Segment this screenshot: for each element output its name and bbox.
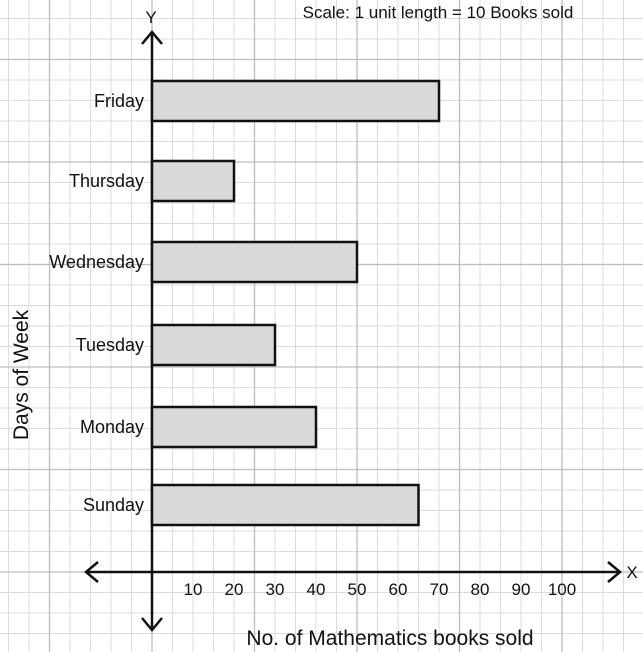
x-axis-arrow-left (84, 561, 99, 583)
y-axis-arrow-top (141, 30, 163, 45)
bar-thursday (150, 159, 236, 203)
bar-wednesday (150, 240, 359, 284)
x-tick-label-40: 40 (307, 580, 326, 599)
x-tick-labels: 10 20 30 40 50 60 70 80 90 100 (184, 580, 577, 599)
x-axis-arrow-right (607, 561, 622, 583)
x-axis-title: No. of Mathematics books sold (246, 627, 533, 650)
x-tick-label-100: 100 (548, 580, 576, 599)
bar-sunday (150, 483, 420, 527)
bars (150, 79, 441, 527)
scale-note: Scale: 1 unit length = 10 Books sold (303, 3, 574, 22)
bar-monday (150, 405, 318, 449)
category-label-sunday: Sunday (83, 495, 144, 515)
bar-tuesday (150, 323, 277, 367)
x-tick-label-50: 50 (348, 580, 367, 599)
category-label-thursday: Thursday (69, 171, 144, 191)
x-tick-label-10: 10 (184, 580, 203, 599)
category-labels: Sunday Monday Tuesday Wednesday Thursday Frid… (49, 91, 144, 515)
x-tick-label-60: 60 (389, 580, 408, 599)
category-label-friday: Friday (94, 91, 144, 111)
y-axis-title: Days of Week (10, 309, 33, 440)
x-tick-label-80: 80 (471, 580, 490, 599)
x-tick-label-90: 90 (512, 580, 531, 599)
x-tick-label-70: 70 (430, 580, 449, 599)
bar-friday (150, 79, 441, 123)
category-label-monday: Monday (80, 417, 144, 437)
x-axis-letter: X (626, 563, 637, 582)
category-label-tuesday: Tuesday (76, 335, 144, 355)
y-axis-letter: Y (145, 8, 156, 27)
category-label-wednesday: Wednesday (49, 252, 144, 272)
x-tick-label-30: 30 (266, 580, 285, 599)
y-axis-arrow-bottom (141, 617, 163, 632)
x-tick-label-20: 20 (225, 580, 244, 599)
